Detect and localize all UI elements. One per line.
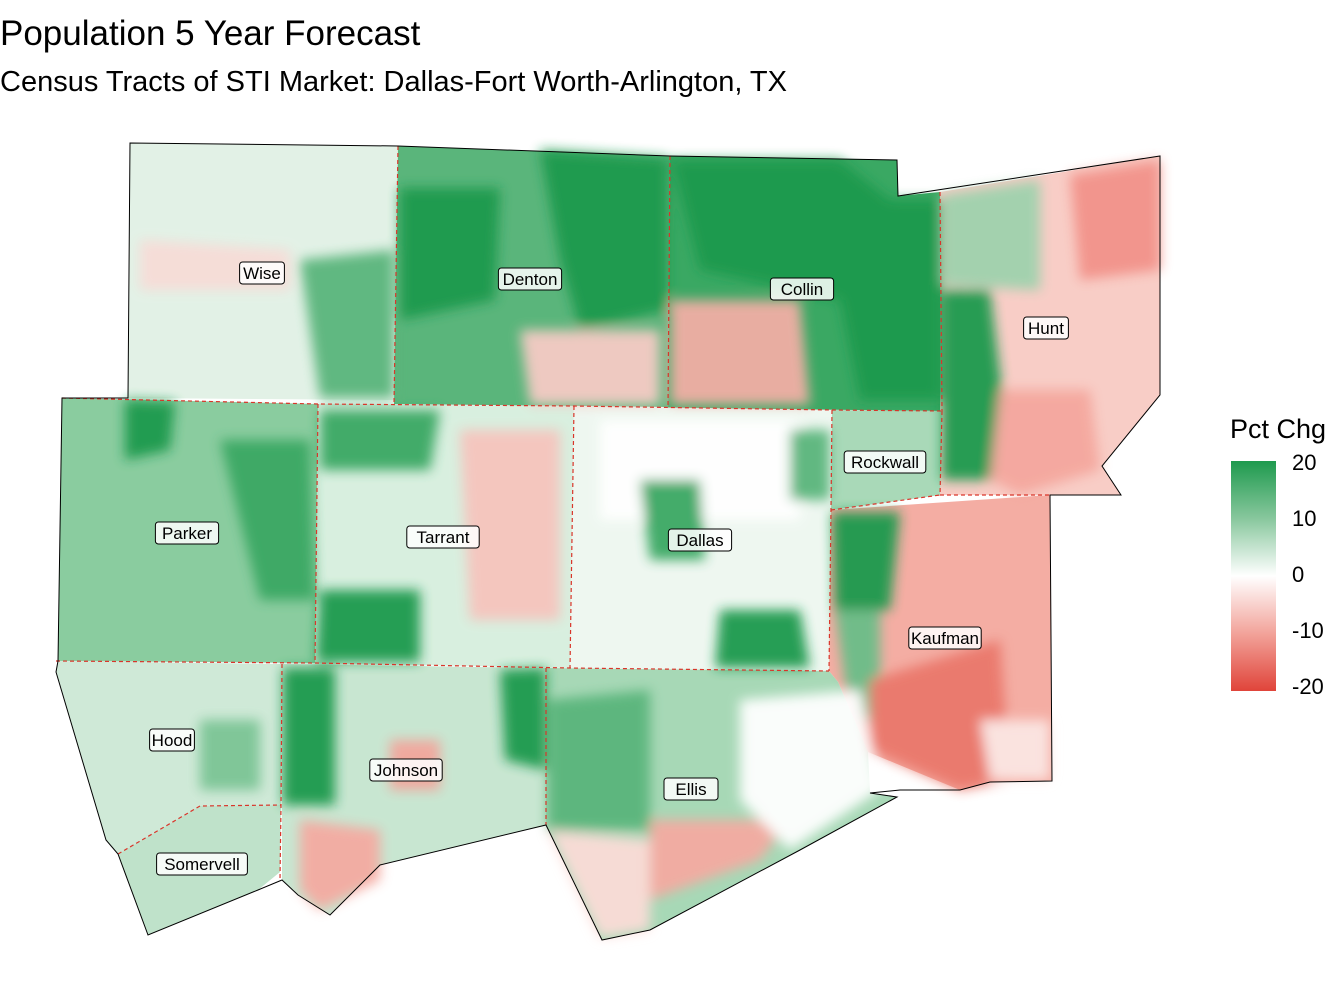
patch-denton-south bbox=[520, 330, 660, 405]
legend-tick-label: 10 bbox=[1292, 506, 1317, 531]
patch-hunt-south bbox=[990, 390, 1100, 495]
county-label-johnson: Johnson bbox=[369, 758, 443, 782]
border-row2-row3 bbox=[55, 660, 830, 672]
patch-johnson-east bbox=[500, 668, 546, 770]
patch-kaufman-south bbox=[870, 640, 1010, 790]
patch-kaufman-nw bbox=[832, 512, 900, 612]
svg-text:Hunt: Hunt bbox=[1028, 319, 1064, 338]
patch-ellis-south bbox=[650, 820, 790, 900]
patch-hood-east bbox=[200, 720, 260, 790]
svg-text:Collin: Collin bbox=[781, 280, 824, 299]
svg-text:Denton: Denton bbox=[503, 270, 558, 289]
patch-collin-south bbox=[670, 300, 810, 405]
patch-dallas-east bbox=[790, 430, 830, 500]
legend-tick-label: 0 bbox=[1292, 562, 1305, 587]
svg-text:Dallas: Dallas bbox=[676, 531, 723, 550]
patch-hunt-west bbox=[942, 290, 1003, 480]
patch-hunt-nw bbox=[942, 180, 1040, 290]
svg-text:Johnson: Johnson bbox=[374, 761, 438, 780]
border-rockwall-hunt bbox=[939, 410, 1050, 496]
patch-hunt-ne bbox=[1070, 160, 1160, 280]
svg-text:Wise: Wise bbox=[243, 264, 281, 283]
county-label-somervell: Somervell bbox=[156, 852, 248, 876]
patch-ellis-west bbox=[548, 690, 650, 830]
county-hood bbox=[56, 661, 282, 854]
svg-text:Kaufman: Kaufman bbox=[911, 629, 979, 648]
border-parker-tarrant bbox=[314, 403, 319, 664]
county-label-dallas: Dallas bbox=[667, 528, 733, 552]
patch-ellis-southwest bbox=[548, 830, 650, 938]
patch-wise-east bbox=[300, 250, 394, 398]
svg-text:Rockwall: Rockwall bbox=[851, 453, 919, 472]
legend-tick-label: 20 bbox=[1292, 450, 1317, 475]
county-label-collin: Collin bbox=[769, 277, 835, 301]
page-subtitle: Census Tracts of STI Market: Dallas-Fort… bbox=[0, 66, 787, 98]
patch-parker-ne bbox=[220, 440, 315, 600]
border-collin-hunt bbox=[939, 191, 943, 412]
border-tarrant-dallas bbox=[569, 405, 575, 669]
county-label-denton: Denton bbox=[497, 267, 563, 291]
svg-text:Hood: Hood bbox=[152, 731, 193, 750]
county-label-ellis: Ellis bbox=[663, 777, 719, 801]
patch-johnson-south bbox=[300, 820, 380, 910]
county-label-wise: Wise bbox=[239, 261, 285, 285]
legend-tick-label: -20 bbox=[1292, 674, 1324, 699]
patch-kaufman-se bbox=[980, 720, 1050, 780]
county-label-tarrant: Tarrant bbox=[406, 525, 480, 549]
patch-ellis-east bbox=[740, 690, 880, 850]
county-label-parker: Parker bbox=[154, 521, 220, 545]
county-label-hunt: Hunt bbox=[1023, 316, 1069, 340]
patch-johnson-west bbox=[283, 668, 335, 805]
patch-parker-nw bbox=[125, 400, 175, 460]
border-denton-collin bbox=[667, 155, 671, 409]
patch-denton-ne bbox=[540, 150, 668, 330]
patch-dallas-se bbox=[715, 610, 810, 668]
county-label-kaufman: Kaufman bbox=[908, 626, 982, 650]
legend-tick-label: -10 bbox=[1292, 618, 1324, 643]
market-outline bbox=[55, 142, 1161, 941]
legend-title: Pct Chg bbox=[1230, 414, 1327, 444]
border-rockwall-kaufman bbox=[830, 494, 941, 511]
svg-text:Tarrant: Tarrant bbox=[417, 528, 470, 547]
svg-text:Parker: Parker bbox=[162, 524, 212, 543]
patch-tarrant-sw bbox=[316, 590, 420, 662]
svg-text:Ellis: Ellis bbox=[675, 780, 706, 799]
page-title: Population 5 Year Forecast bbox=[0, 14, 421, 53]
svg-text:Somervell: Somervell bbox=[164, 855, 240, 874]
county-label-hood: Hood bbox=[149, 728, 195, 752]
legend-color-bar bbox=[1231, 461, 1276, 691]
border-hood-somervell bbox=[117, 804, 282, 855]
county-label-rockwall: Rockwall bbox=[843, 450, 927, 474]
patch-tarrant-nw bbox=[320, 410, 440, 470]
patch-tarrant-center bbox=[460, 430, 560, 620]
border-wise-denton bbox=[393, 145, 399, 405]
patch-denton-north bbox=[400, 188, 500, 320]
